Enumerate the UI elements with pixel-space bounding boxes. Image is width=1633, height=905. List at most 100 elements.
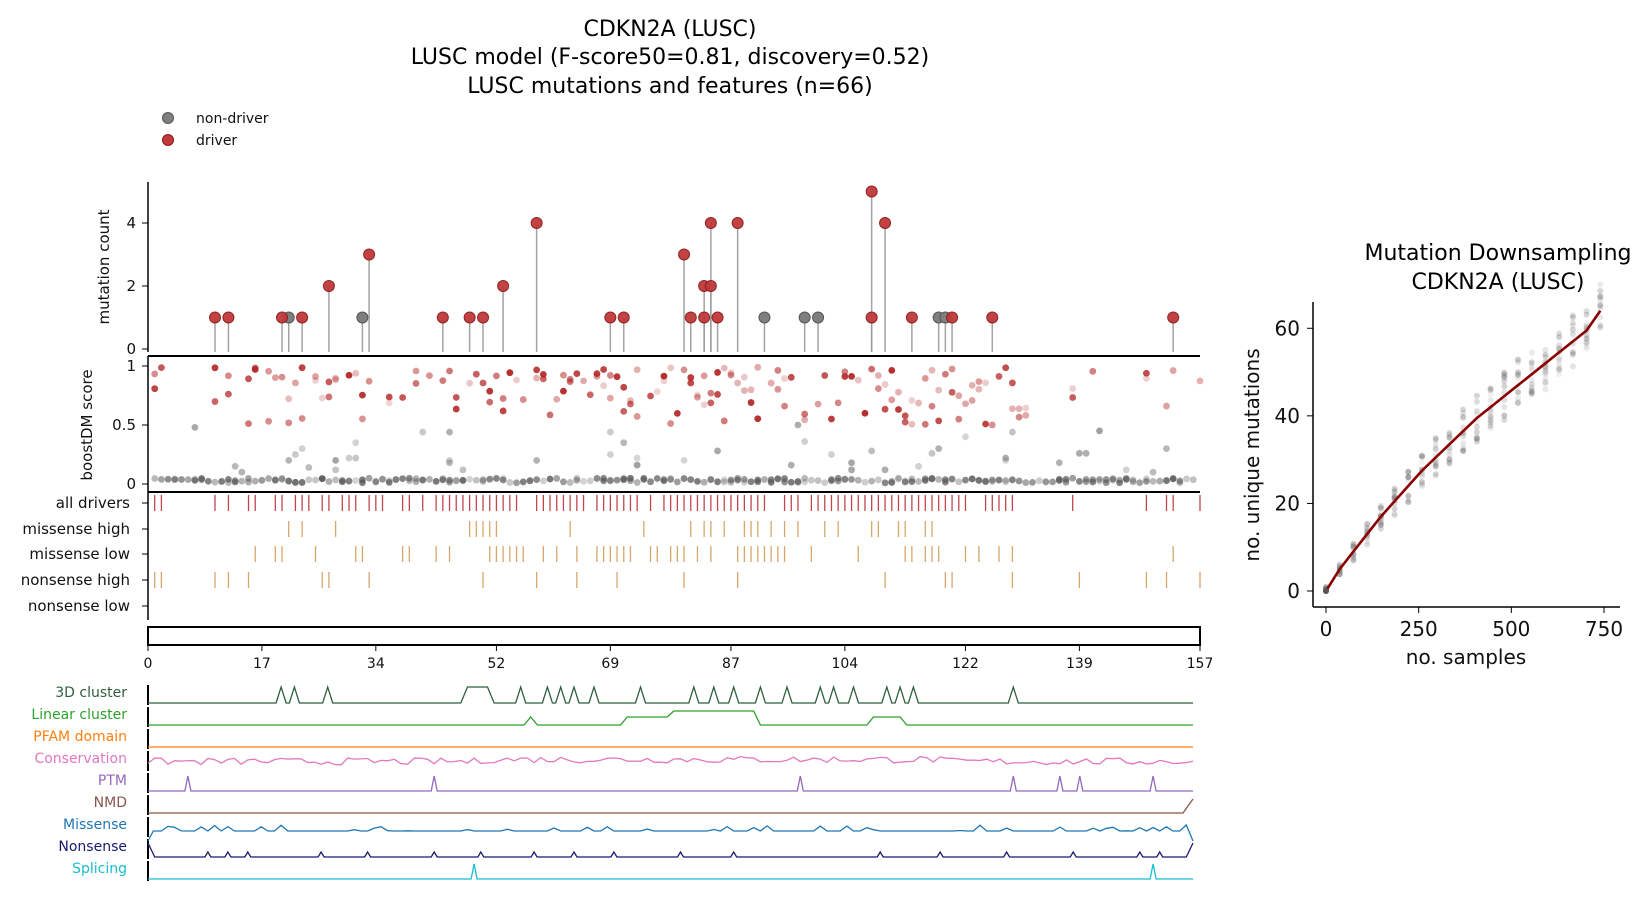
downsampling-sample-point [1432, 441, 1439, 448]
boostdm-point-low [667, 475, 675, 483]
boostdm-point-mid [533, 457, 541, 464]
downsampling-mean-line [1324, 310, 1602, 592]
boostdm-point-low [573, 476, 581, 484]
feature-line-splicing [148, 863, 1193, 880]
downsampling-title-line-1: Mutation Downsampling [1365, 241, 1632, 266]
boostdm-point-high [848, 372, 855, 380]
boostdm-point-low [962, 476, 969, 484]
boostdm-point-high [452, 405, 460, 413]
downsampling-sample-point [1405, 499, 1412, 506]
downsampling-sample-point [1419, 459, 1426, 466]
boostdm-point-high [774, 385, 782, 393]
boostdm-point-low [727, 476, 735, 484]
boostdm-point-high [292, 379, 299, 387]
boostdm-point-high [921, 374, 929, 382]
downsampling-sample-point [1473, 435, 1480, 442]
boostdm-point-low [801, 478, 809, 486]
boostdm-point-high [593, 370, 601, 378]
downsampling-sample-point [1377, 522, 1384, 529]
boostdm-point-high [533, 374, 541, 382]
boostdm-point-high [245, 375, 252, 383]
x-tick-label: 69 [601, 656, 619, 672]
boostdm-point-high [1142, 369, 1150, 377]
boostdm-point-low [1042, 478, 1050, 485]
downsampling-sample-point [1501, 383, 1508, 390]
downsampling-sample-point [1364, 538, 1371, 545]
downsampling-sample-point [1432, 471, 1439, 478]
boostdm-point-low [908, 478, 916, 486]
needle-head-driver [322, 280, 335, 292]
boostdm-point-high [767, 379, 775, 387]
downsampling-sample-point [1597, 296, 1604, 303]
boostdm-point-low [1062, 475, 1070, 483]
boostdm-point-high [814, 400, 822, 408]
boostdm-point-high [988, 421, 996, 429]
boostdm-point-low [439, 475, 447, 482]
downsampling-sample-point [1515, 372, 1522, 379]
boostdm-point-high [278, 373, 286, 381]
downsampling-sample-point [1542, 369, 1549, 376]
boostdm-point-mid [714, 447, 721, 455]
boostdm-point-mid [848, 459, 855, 467]
boostdm-point-low [472, 476, 480, 484]
boostdm-point-low [419, 476, 427, 484]
downsampling-sample-point [1487, 417, 1494, 424]
downsampling-sample-point [1515, 371, 1522, 378]
boostdm-point-high [700, 401, 708, 409]
downsampling-sample-point [1446, 459, 1453, 466]
boostdm-point-low [566, 479, 574, 486]
main-title-line-1: CDKN2A (LUSC) [584, 17, 757, 42]
downsampling-sample-point [1597, 293, 1604, 300]
downsampling-sample-point [1446, 434, 1453, 441]
boostdm-point-high [700, 372, 708, 380]
boostdm-point-low [479, 478, 487, 485]
downsampling-sample-point [1460, 446, 1467, 453]
boostdm-point-low [526, 477, 534, 485]
needle-head-driver [731, 217, 744, 229]
boostdm-point-high [486, 398, 494, 406]
boostdm-point-low [325, 478, 333, 485]
boostdm-point-low [761, 476, 768, 483]
boostdm-point-mid [191, 423, 199, 431]
boostdm-point-high [687, 379, 695, 387]
boostdm-point-high [774, 367, 782, 374]
boostdm-y-tick-label: 0.5 [112, 416, 136, 434]
downsampling-sample-point [1432, 463, 1439, 470]
boostdm-point-low [948, 475, 956, 483]
boostdm-point-low [660, 477, 668, 485]
boostdm-point-high [1163, 402, 1170, 410]
boostdm-point-high [225, 372, 232, 380]
downsampling-sample-point [1542, 379, 1549, 386]
boostdm-point-low [466, 475, 474, 483]
downsampling-sample-point [1419, 452, 1426, 459]
downsampling-sample-point [1528, 359, 1535, 366]
boostdm-point-high [928, 366, 936, 374]
boostdm-point-low [821, 479, 829, 487]
boostdm-point-low [412, 475, 420, 483]
boostdm-point-high [332, 374, 340, 382]
boostdm-point-mid [419, 428, 427, 436]
boostdm-point-high [868, 365, 876, 373]
boostdm-point-high [506, 369, 514, 377]
downsampling-y-tick-label: 20 [1275, 491, 1300, 515]
boostdm-point-high [151, 385, 159, 393]
boostdm-point-high [245, 420, 252, 428]
boostdm-point-high [754, 363, 762, 371]
downsampling-sample-point [1405, 493, 1412, 500]
boostdm-point-low [888, 477, 896, 485]
boostdm-point-low [459, 477, 467, 484]
boostdm-point-high [627, 400, 634, 408]
downsampling-sample-point [1583, 331, 1590, 338]
downsampling-sample-point [1473, 408, 1480, 415]
boostdm-point-high [881, 405, 889, 413]
downsampling-sample-point [1597, 302, 1604, 309]
boostdm-point-high [539, 370, 547, 378]
boostdm-point-low [258, 476, 266, 484]
needle-y-tick-label: 4 [126, 214, 136, 232]
boostdm-point-low [1055, 477, 1063, 484]
boostdm-point-low [807, 476, 815, 484]
downsampling-sample-point [1446, 456, 1453, 463]
boostdm-point-high [667, 420, 675, 427]
boostdm-point-low [915, 478, 922, 485]
feature-label: NMD [94, 795, 127, 811]
